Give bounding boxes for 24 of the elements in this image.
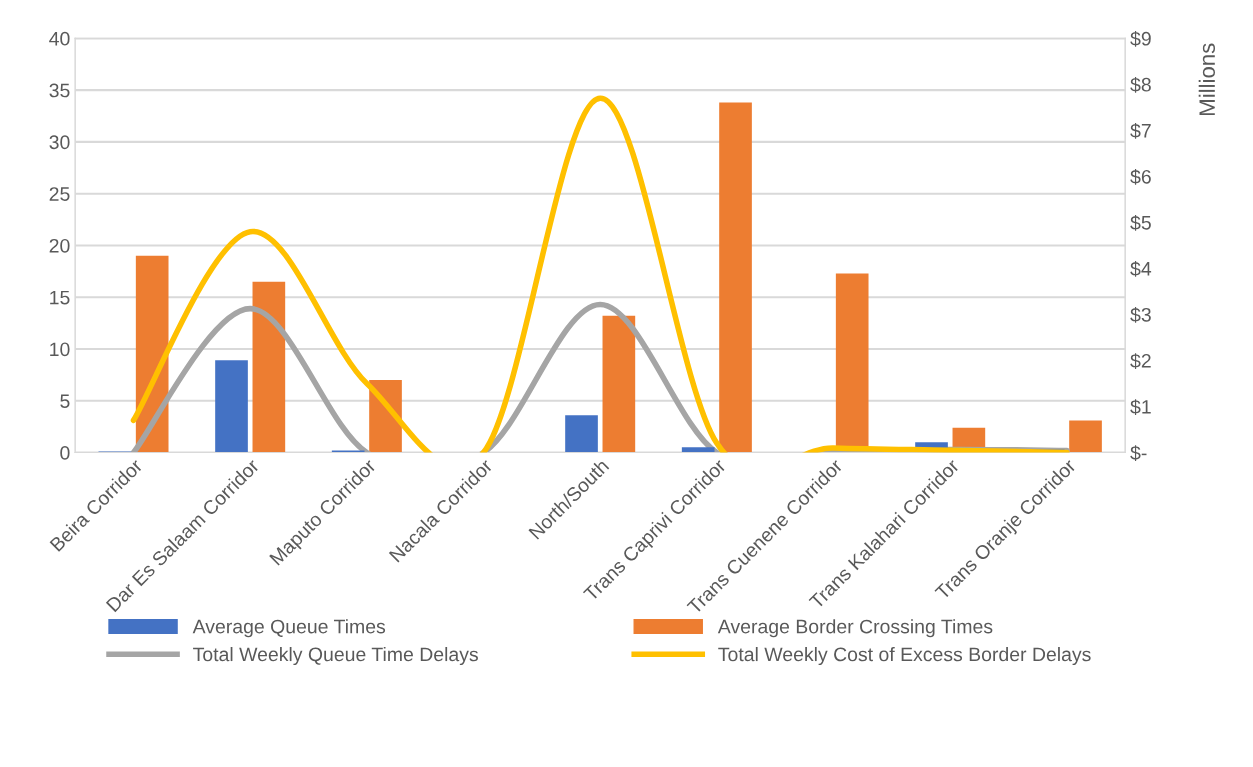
y-tick-label: 5 (60, 394, 70, 408)
y-tick-label: 30 (49, 135, 70, 150)
y2-tick-label: $2 (1130, 353, 1151, 369)
legend-label: Average Border Crossing Times (717, 619, 993, 638)
y2-tick-label: $3 (1130, 307, 1151, 323)
y2-tick-label: $1 (1130, 399, 1151, 415)
y-tick-label: 35 (49, 83, 70, 98)
y-tick-label: 10 (50, 342, 70, 357)
y-tick-label: 15 (50, 290, 70, 305)
legend-label: Total Weekly Cost of Excess Border Delays (718, 646, 1091, 666)
y2-tick-label: $8 (1130, 77, 1151, 93)
y-tick-label: 25 (49, 187, 70, 201)
y2-tick-label: $- (1130, 445, 1147, 461)
y-tick-label: 20 (49, 238, 70, 253)
y-tick-label: 40 (49, 31, 70, 46)
y-tick-label: 0 (60, 446, 70, 460)
legend-label: Total Weekly Queue Time Delays (193, 646, 478, 666)
y2-tick-label: $4 (1130, 261, 1152, 277)
legend-label: Average Queue Times (192, 619, 386, 638)
y2-tick-label: $6 (1130, 169, 1151, 185)
y2-tick-label: $9 (1130, 31, 1151, 47)
y2-tick-label: $7 (1130, 123, 1151, 139)
y2-tick-label: $5 (1130, 215, 1151, 231)
y2-axis-title: Millions (1198, 43, 1216, 115)
